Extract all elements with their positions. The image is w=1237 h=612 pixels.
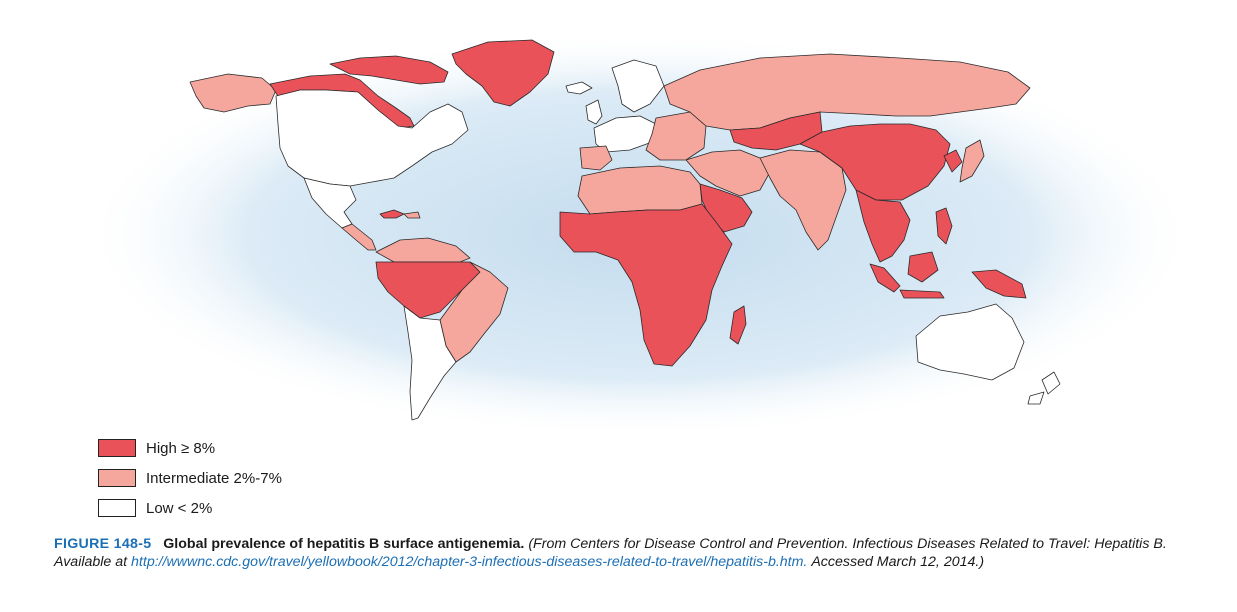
region-madagascar bbox=[729, 305, 747, 345]
region-mexico bbox=[303, 177, 357, 229]
figure-accessed: Accessed March 12, 2014.) bbox=[811, 554, 985, 570]
legend-item-high: High ≥ 8% bbox=[98, 433, 282, 463]
region-new-guinea bbox=[971, 269, 1027, 299]
figure-title: Global prevalence of hepatitis B surface… bbox=[163, 536, 525, 552]
legend-item-intermediate: Intermediate 2%-7% bbox=[98, 463, 282, 493]
legend-item-low: Low < 2% bbox=[98, 493, 282, 523]
region-new-zealand bbox=[1041, 371, 1061, 395]
region-brazil-east bbox=[439, 261, 509, 363]
region-middle-east bbox=[685, 149, 771, 197]
region-southern-cone bbox=[403, 305, 457, 421]
legend-swatch-low bbox=[98, 499, 136, 517]
region-uk bbox=[585, 99, 603, 125]
region-borneo bbox=[907, 251, 939, 283]
region-china bbox=[799, 123, 951, 201]
region-canadian-islands bbox=[329, 55, 449, 85]
figure-caption: FIGURE 148-5 Global prevalence of hepati… bbox=[54, 535, 1174, 571]
region-southeast-asia bbox=[855, 189, 911, 263]
region-caribbean-2 bbox=[403, 211, 421, 219]
region-java bbox=[899, 289, 945, 299]
world-map bbox=[80, 30, 1200, 430]
legend-swatch-intermediate bbox=[98, 469, 136, 487]
region-central-america bbox=[341, 223, 377, 251]
figure-source: (From Centers for Disease Control and Pr… bbox=[54, 536, 1167, 570]
region-sub-saharan-africa bbox=[559, 203, 733, 367]
region-north-africa bbox=[577, 165, 703, 215]
region-philippines bbox=[935, 207, 953, 245]
region-scandinavia bbox=[611, 59, 665, 113]
region-sumatra bbox=[869, 263, 901, 293]
legend-swatch-high bbox=[98, 439, 136, 457]
region-iceland bbox=[565, 81, 593, 95]
region-north-america-low bbox=[275, 89, 469, 187]
region-new-zealand-south bbox=[1027, 391, 1045, 405]
figure-number: FIGURE 148-5 bbox=[54, 536, 152, 552]
legend: High ≥ 8% Intermediate 2%-7% Low < 2% bbox=[98, 433, 282, 523]
region-iberia bbox=[579, 145, 613, 171]
region-russia bbox=[663, 53, 1031, 131]
legend-label-low: Low < 2% bbox=[146, 499, 213, 517]
region-alaska bbox=[189, 73, 277, 113]
world-map-svg bbox=[80, 30, 1200, 430]
region-greenland bbox=[451, 39, 555, 107]
source-link[interactable]: http://wwwnc.cdc.gov/travel/yellowbook/2… bbox=[131, 554, 808, 570]
legend-label-intermediate: Intermediate 2%-7% bbox=[146, 469, 282, 487]
region-caribbean bbox=[379, 209, 405, 219]
region-japan bbox=[959, 139, 985, 183]
region-australia bbox=[915, 303, 1025, 381]
legend-label-high: High ≥ 8% bbox=[146, 439, 216, 457]
region-korea bbox=[943, 149, 963, 173]
region-amazon bbox=[375, 261, 481, 319]
